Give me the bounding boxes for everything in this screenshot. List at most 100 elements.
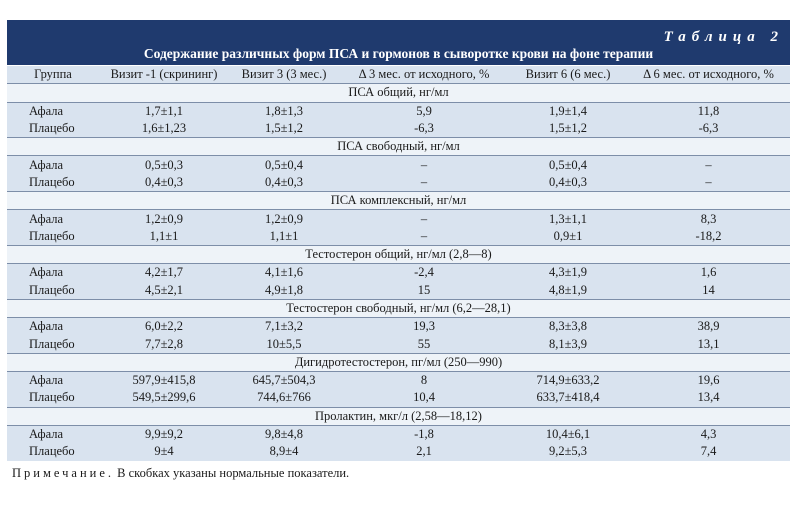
delta-6-cell: 14 [702,282,715,297]
visit-3-cell: 1,5±1,2 [264,121,304,136]
visit-6-cell: 633,7±418,4 [536,390,600,405]
group-cell: Плацебо [29,174,75,189]
visit-6-cell: 1,5±1,2 [548,121,588,136]
group-cell: Плацебо [29,228,75,243]
visit-1-cell: 9±4 [154,444,174,459]
visit-3-cell: 744,6±766 [257,390,311,405]
visit-1-cell: 1,7±1,1 [144,103,184,118]
delta-6-cell: – [705,174,712,189]
delta-3-cell: – [420,174,428,189]
visit-3-cell: 4,1±1,6 [264,265,304,280]
visit-1-cell: 7,7±2,8 [144,336,184,351]
delta-3-cell: 5,9 [416,103,432,118]
delta-3-cell: -1,8 [414,427,434,442]
delta-6-cell: 38,9 [697,319,720,334]
delta-3-cell: -2,4 [414,265,434,280]
table-row: Афала 0,5±0,3 0,5±0,4 – 0,5±0,4 – [7,156,790,174]
visit-3-cell: 10±5,5 [266,336,302,351]
delta-6-cell: -6,3 [698,121,719,136]
table-banner: Таблица 2 Содержание различных форм ПСА … [7,20,790,65]
table-row: Афала 6,0±2,2 7,1±3,2 19,3 8,3±3,8 38,9 [7,318,790,336]
visit-1-cell: 549,5±299,6 [132,390,196,405]
group-cell: Афала [29,211,64,226]
note-text: В скобках указаны нормальные показатели. [114,466,350,480]
visit-3-cell: 1,2±0,9 [264,211,304,226]
col-header-visit-1: Визит -1 (скрининг) [99,66,229,85]
visit-6-cell: 10,4±6,1 [545,427,591,442]
table-row: Афала 1,7±1,1 1,8±1,3 5,9 1,9±1,4 11,8 [7,102,790,120]
visit-3-cell: 0,5±0,4 [264,157,304,172]
header-row: Группа Визит -1 (скрининг) Визит 3 (3 ме… [7,66,790,85]
table-body: ПСА общий, нг/мл Афала 1,7±1,1 1,8±1,3 5,9 1,… [7,83,790,461]
delta-3-cell: 19,3 [413,319,435,334]
visit-6-cell: 1,3±1,1 [548,211,588,226]
visit-1-cell: 0,5±0,3 [144,157,184,172]
table-note: Примечание. В скобках указаны нормальные… [12,466,349,481]
delta-6-cell: 13,1 [697,336,720,351]
group-cell: Афала [29,103,64,118]
visit-6-cell: 0,4±0,3 [548,174,588,189]
note-label: Примечание. [12,466,115,480]
visit-1-cell: 1,2±0,9 [144,211,184,226]
visit-1-cell: 4,2±1,7 [144,265,184,280]
group-cell: Афала [29,373,64,388]
visit-6-cell: 714,9±633,2 [536,373,600,388]
delta-6-cell: – [705,157,712,172]
table-row: Плацебо 549,5±299,6 744,6±766 10,4 633,7±418… [7,389,790,407]
delta-3-cell: 55 [417,336,431,351]
delta-3-cell: 10,4 [413,390,435,405]
table-row: Плацебо 1,6±1,23 1,5±1,2 -6,3 1,5±1,2 -6,3 [7,120,790,138]
table-row: Плацебо 1,1±1 1,1±1 – 0,9±1 -18,2 [7,228,790,246]
visit-6-cell: 4,8±1,9 [548,282,588,297]
section-header-row: ПСА общий, нг/мл [7,83,790,103]
delta-3-cell: 2,1 [416,444,432,459]
delta-3-cell: 15 [417,282,431,297]
visit-3-cell: 8,9±4 [269,444,299,459]
col-header-group: Группа [7,66,99,85]
visit-3-cell: 9,8±4,8 [264,427,304,442]
table-row: Афала 1,2±0,9 1,2±0,9 – 1,3±1,1 8,3 [7,210,790,228]
delta-3-cell: – [420,157,428,172]
delta-3-cell: 8 [420,373,428,388]
visit-1-cell: 6,0±2,2 [144,319,184,334]
table-number: Таблица 2 [663,29,784,45]
visit-6-cell: 9,2±5,3 [548,444,588,459]
visit-6-cell: 8,3±3,8 [548,319,588,334]
visit-1-cell: 1,6±1,23 [141,121,187,136]
col-header-visit-3: Визит 3 (3 мес.) [229,66,339,85]
group-cell: Афала [29,427,64,442]
table-row: Афала 9,9±9,2 9,8±4,8 -1,8 10,4±6,1 4,3 [7,425,790,443]
section-title: Дигидротестостерон, пг/мл (250—990) [7,352,790,373]
col-header-delta-3: Δ 3 мес. от исходного, % [339,66,509,85]
section-title: Тестостерон свободный, нг/мл (6,2—28,1) [7,298,790,319]
visit-1-cell: 9,9±9,2 [144,427,184,442]
delta-6-cell: 4,3 [700,427,717,442]
delta-3-cell: -6,3 [414,121,434,136]
table-row: Плацебо 4,5±2,1 4,9±1,8 15 4,8±1,9 14 [7,282,790,300]
section-title: ПСА свободный, нг/мл [7,137,790,157]
group-cell: Плацебо [29,121,75,136]
table-row: Афала 4,2±1,7 4,1±1,6 -2,4 4,3±1,9 1,6 [7,264,790,282]
visit-6-cell: 1,9±1,4 [548,103,588,118]
delta-6-cell: 11,8 [697,103,720,118]
visit-6-cell: 8,1±3,9 [548,336,588,351]
table-title: Содержание различных форм ПСА и гормонов… [143,46,654,61]
section-header-row: ПСА свободный, нг/мл [7,137,790,157]
delta-3-cell: – [420,211,428,226]
group-cell: Афала [29,319,64,334]
group-cell: Плацебо [29,390,75,405]
delta-6-cell: 13,4 [697,390,720,405]
section-header-row: Тестостерон свободный, нг/мл (6,2—28,1) [7,298,790,319]
delta-6-cell: 19,6 [697,373,720,388]
col-header-visit-6: Визит 6 (6 мес.) [509,66,627,85]
section-title: ПСА комплексный, нг/мл [7,191,790,211]
visit-3-cell: 645,7±504,3 [252,373,316,388]
section-header-row: ПСА комплексный, нг/мл [7,191,790,211]
group-cell: Афала [29,265,64,280]
visit-1-cell: 1,1±1 [149,228,179,243]
visit-1-cell: 4,5±2,1 [144,282,184,297]
section-header-row: Пролактин, мкг/л (2,58—18,12) [7,406,790,426]
section-title: ПСА общий, нг/мл [7,83,790,103]
visit-1-cell: 597,9±415,8 [132,373,196,388]
table-row: Афала 597,9±415,8 645,7±504,3 8 714,9±633,2 1… [7,372,790,390]
